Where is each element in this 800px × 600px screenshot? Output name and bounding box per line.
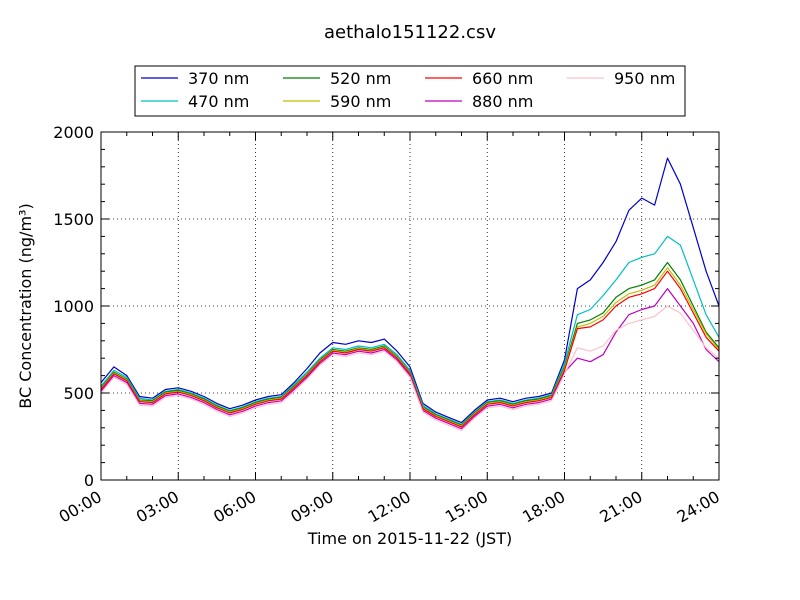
y-tick-labels: 0 500 1000 1500 2000 bbox=[53, 123, 94, 490]
tick-layer bbox=[100, 131, 720, 481]
legend-label: 370 nm bbox=[188, 69, 249, 88]
chart-title: aethalo151122.csv bbox=[324, 22, 496, 43]
legend-label: 470 nm bbox=[188, 92, 249, 111]
y-tick-label: 1500 bbox=[53, 210, 94, 229]
x-axis-label: Time on 2015-11-22 (JST) bbox=[307, 529, 512, 548]
y-tick-label: 2000 bbox=[53, 123, 94, 142]
grid-layer bbox=[101, 132, 719, 480]
y-axis-label: BC Concentration (ng/m³) bbox=[16, 203, 35, 408]
legend-label: 520 nm bbox=[330, 69, 391, 88]
legend-label: 880 nm bbox=[472, 92, 533, 111]
y-tick-label: 1000 bbox=[53, 297, 94, 316]
y-tick-label: 500 bbox=[63, 384, 94, 403]
series-line-470-nm bbox=[100, 235, 720, 425]
legend: 370 nm 470 nm 520 nm 590 nm 660 nm 880 nm 950 … bbox=[134, 65, 686, 117]
legend-label: 950 nm bbox=[614, 69, 675, 88]
legend-label: 660 nm bbox=[472, 69, 533, 88]
series-line-660-nm bbox=[100, 270, 720, 428]
series-line-950-nm bbox=[100, 305, 720, 431]
legend-box bbox=[134, 65, 686, 117]
series-line-880-nm bbox=[100, 288, 720, 430]
y-tick-label: 0 bbox=[84, 471, 94, 490]
series-line-370-nm bbox=[100, 157, 720, 424]
series-layer bbox=[100, 157, 720, 431]
legend-label: 590 nm bbox=[330, 92, 391, 111]
